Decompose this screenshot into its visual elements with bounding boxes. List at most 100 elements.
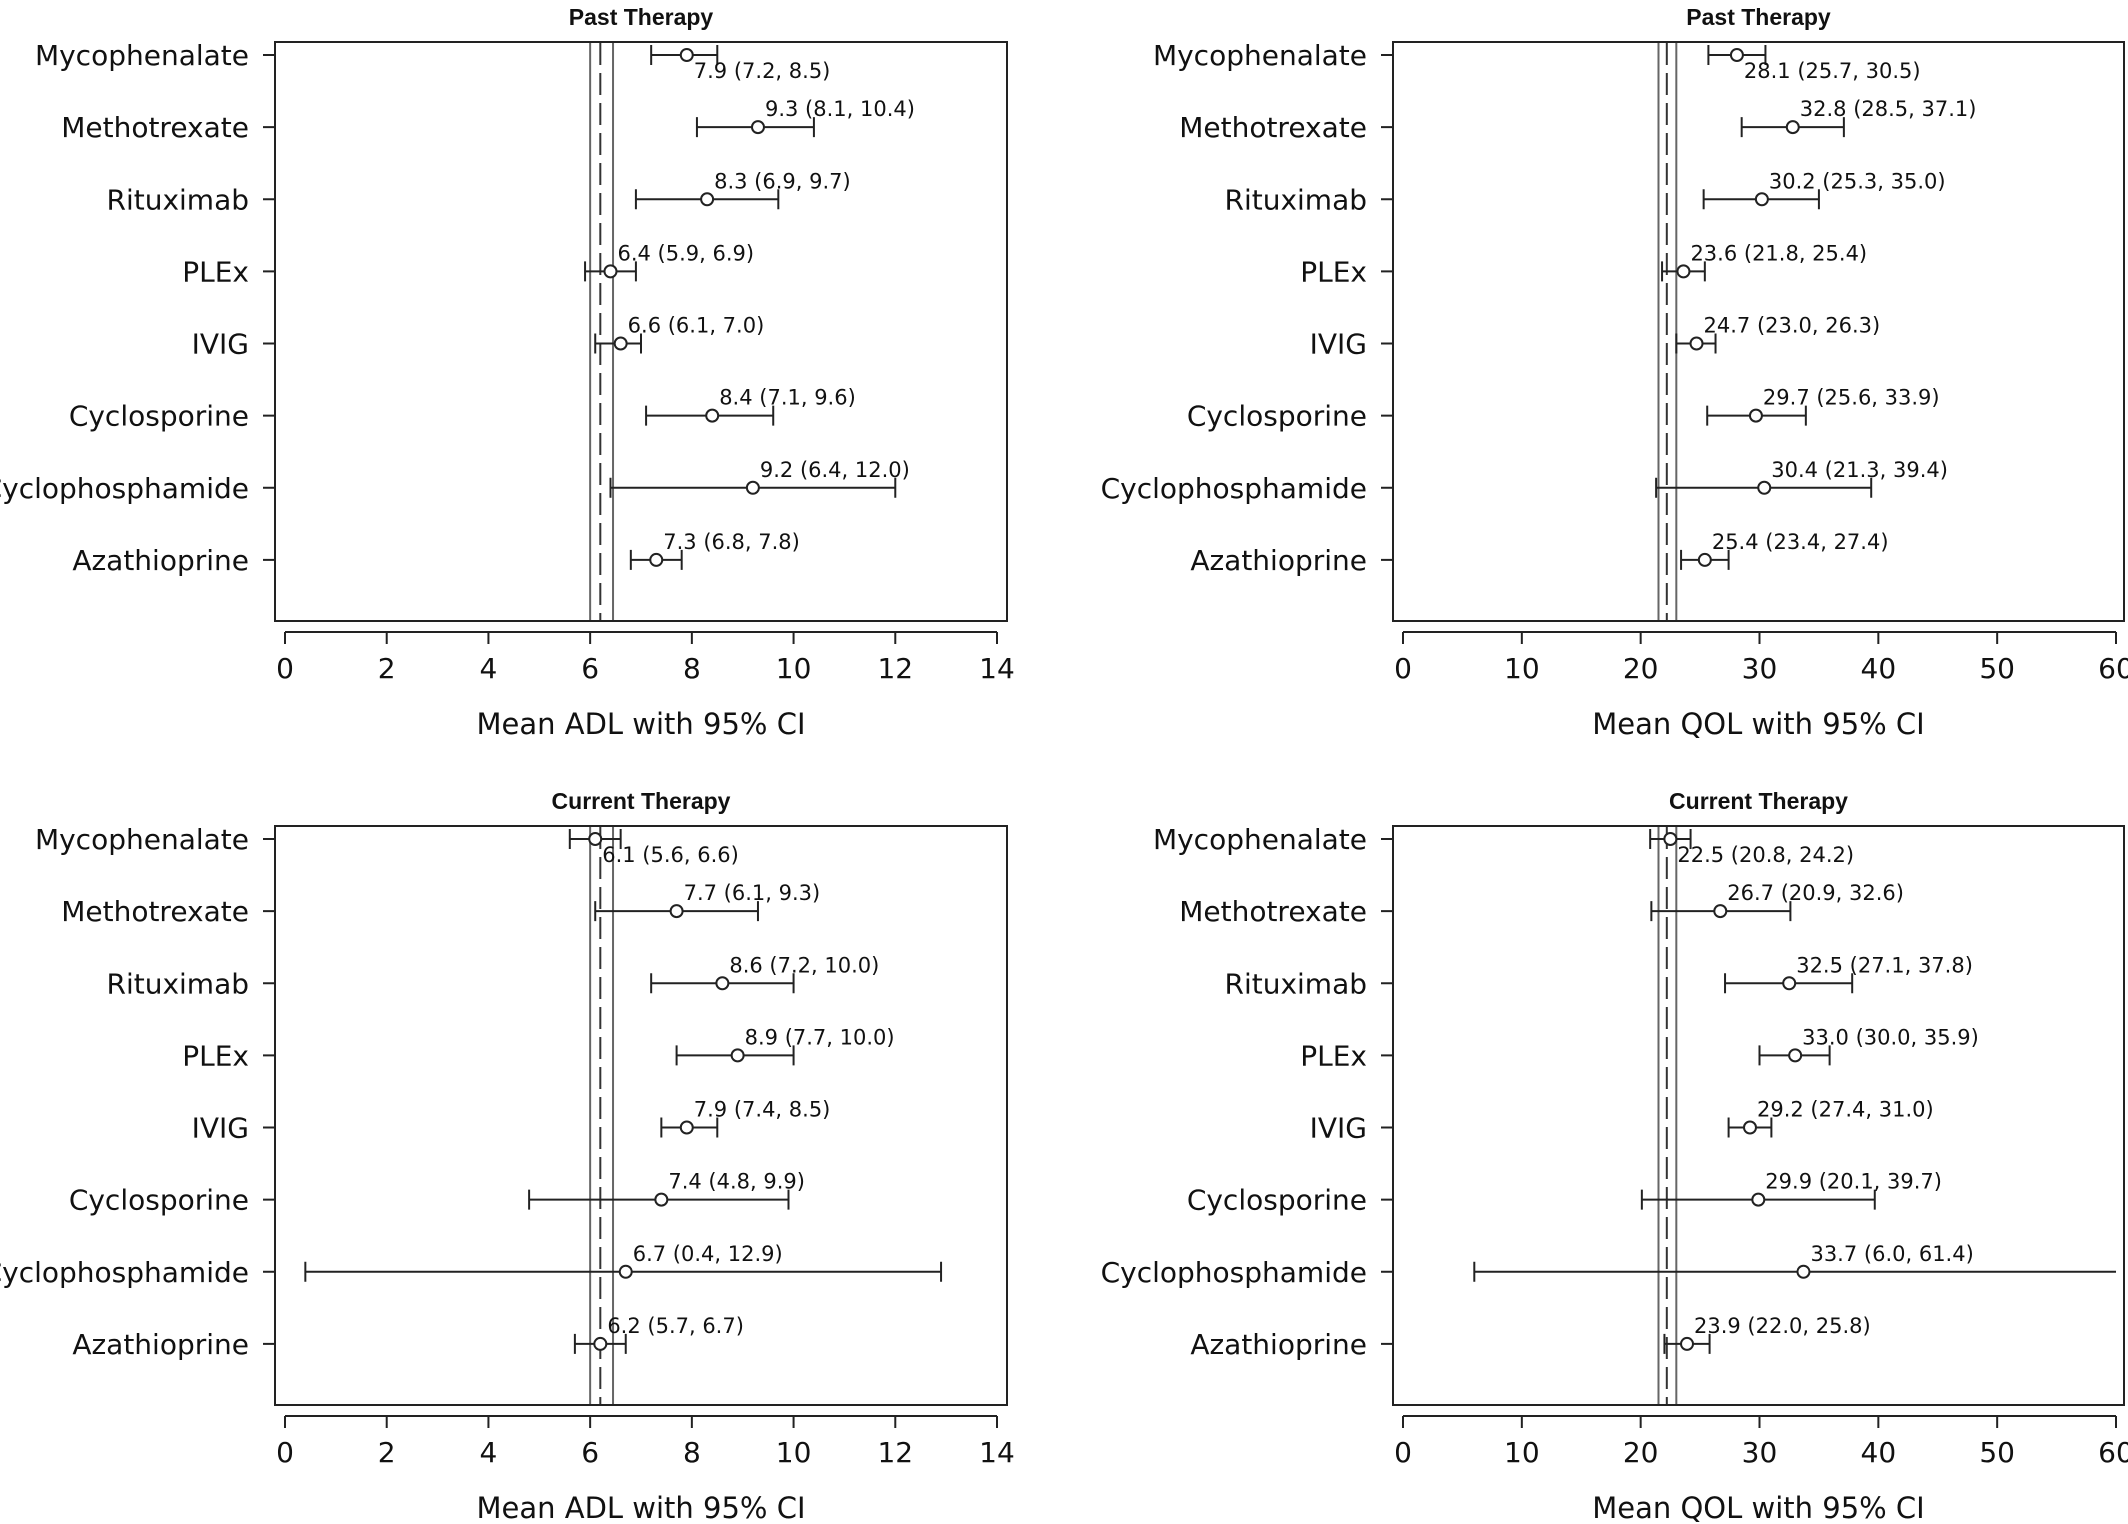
category-label: Methotrexate (1179, 895, 1367, 928)
data-label: 6.6 (6.1, 7.0) (628, 314, 765, 338)
x-axis-label: Mean QOL with 95% CI (1592, 1491, 1924, 1524)
mean-point (588, 832, 603, 846)
mean-point (679, 48, 694, 62)
mean-point (705, 408, 720, 423)
data-label: 23.6 (21.8, 25.4) (1690, 241, 1867, 265)
x-tick-label: 10 (1504, 652, 1540, 685)
data-label: 7.7 (6.1, 9.3) (684, 881, 821, 905)
category-label: IVIG (1310, 1112, 1367, 1145)
mean-point (603, 264, 618, 279)
chart-panel-1: Past Therapy Mycophenalate 7.9 (7.2, 8.5) M… (0, 4, 1015, 741)
x-tick-label: 12 (877, 1436, 913, 1469)
category-label: Azathioprine (1190, 1328, 1367, 1361)
data-label: 7.9 (7.2, 8.5) (694, 59, 831, 83)
data-label: 33.0 (30.0, 35.9) (1802, 1025, 1979, 1049)
x-tick-label: 4 (480, 1436, 498, 1469)
category-label: IVIG (1310, 328, 1367, 361)
data-label: 9.2 (6.4, 12.0) (760, 458, 910, 482)
data-label: 29.2 (27.4, 31.0) (1757, 1098, 1934, 1122)
x-tick-label: 40 (1861, 1436, 1897, 1469)
x-tick-label: 20 (1623, 1436, 1659, 1469)
x-tick-label: 10 (776, 652, 812, 685)
data-label: 26.7 (20.9, 32.6) (1727, 881, 1904, 905)
x-tick-label: 40 (1861, 652, 1897, 685)
category-label: Cyclophosphamide (0, 472, 249, 505)
x-tick-label: 50 (1979, 652, 2015, 685)
category-label: PLEx (1300, 255, 1367, 288)
mean-point (1729, 48, 1744, 62)
x-tick-label: 14 (979, 652, 1015, 685)
data-label: 29.7 (25.6, 33.9) (1763, 386, 1940, 410)
category-label: Methotrexate (61, 895, 249, 928)
data-label: 8.3 (6.9, 9.7) (714, 169, 851, 193)
x-tick-label: 4 (480, 652, 498, 685)
data-label: 7.9 (7.4, 8.5) (694, 1098, 831, 1122)
x-tick-label: 60 (2098, 1436, 2128, 1469)
category-label: Azathioprine (1190, 544, 1367, 577)
category-label: Cyclosporine (1187, 400, 1367, 433)
data-label: 30.4 (21.3, 39.4) (1771, 458, 1948, 482)
mean-point (1689, 336, 1704, 351)
category-label: Methotrexate (61, 111, 249, 144)
mean-point (1757, 480, 1772, 495)
mean-point (649, 552, 664, 567)
data-label: 32.5 (27.1, 37.8) (1796, 953, 1973, 977)
data-label: 8.6 (7.2, 10.0) (729, 953, 879, 977)
x-tick-label: 0 (1394, 1436, 1412, 1469)
category-label: Cyclosporine (69, 400, 249, 433)
category-label: Cyclosporine (69, 1184, 249, 1217)
mean-point (593, 1336, 608, 1351)
x-tick-label: 0 (276, 1436, 294, 1469)
mean-point (1680, 1336, 1695, 1351)
mean-point (1782, 976, 1797, 991)
x-tick-label: 10 (776, 1436, 812, 1469)
category-label: PLEx (182, 255, 249, 288)
x-tick-label: 50 (1979, 1436, 2015, 1469)
mean-point (613, 336, 628, 351)
mean-point (1785, 120, 1800, 135)
x-axis-label: Mean ADL with 95% CI (477, 707, 806, 741)
category-label: Azathioprine (72, 1328, 249, 1361)
x-tick-label: 10 (1504, 1436, 1540, 1469)
panel-title: Current Therapy (1669, 788, 1848, 814)
x-tick-label: 60 (2098, 652, 2128, 685)
data-label: 6.4 (5.9, 6.9) (617, 241, 754, 265)
plot-frame (274, 825, 1008, 1406)
x-tick-label: 20 (1623, 652, 1659, 685)
mean-point (618, 1264, 633, 1279)
plot-frame (1392, 825, 2125, 1406)
category-label: Mycophenalate (35, 823, 249, 856)
data-label: 25.4 (23.4, 27.4) (1712, 530, 1889, 554)
mean-point (1754, 192, 1769, 207)
data-label: 28.1 (25.7, 30.5) (1744, 59, 1921, 83)
data-label: 32.8 (28.5, 37.1) (1800, 97, 1977, 121)
x-tick-label: 14 (979, 1436, 1015, 1469)
category-label: Mycophenalate (35, 39, 249, 72)
x-tick-label: 0 (276, 652, 294, 685)
panel-title: Past Therapy (569, 4, 714, 30)
category-label: PLEx (1300, 1039, 1367, 1072)
x-tick-label: 0 (1394, 652, 1412, 685)
plot-frame (274, 41, 1008, 622)
mean-point (669, 904, 684, 919)
data-label: 8.4 (7.1, 9.6) (719, 386, 856, 410)
mean-point (1796, 1264, 1811, 1279)
data-label: 9.3 (8.1, 10.4) (765, 97, 915, 121)
mean-point (1748, 408, 1763, 423)
data-label: 7.3 (6.8, 7.8) (663, 530, 800, 554)
x-tick-label: 8 (683, 1436, 701, 1469)
mean-point (1697, 552, 1712, 567)
mean-point (745, 480, 760, 495)
category-label: Cyclophosphamide (0, 1256, 249, 1289)
data-label: 30.2 (25.3, 35.0) (1769, 169, 1946, 193)
data-label: 22.5 (20.8, 24.2) (1677, 843, 1854, 867)
category-label: Mycophenalate (1153, 39, 1367, 72)
x-tick-label: 8 (683, 652, 701, 685)
chart-panel-2: Past Therapy Mycophenalate 28.1 (25.7, 30.… (1101, 4, 2128, 741)
x-tick-label: 12 (877, 652, 913, 685)
category-label: Mycophenalate (1153, 823, 1367, 856)
data-label: 24.7 (23.0, 26.3) (1704, 314, 1881, 338)
x-axis-label: Mean QOL with 95% CI (1592, 707, 1924, 741)
mean-point (1676, 264, 1691, 279)
